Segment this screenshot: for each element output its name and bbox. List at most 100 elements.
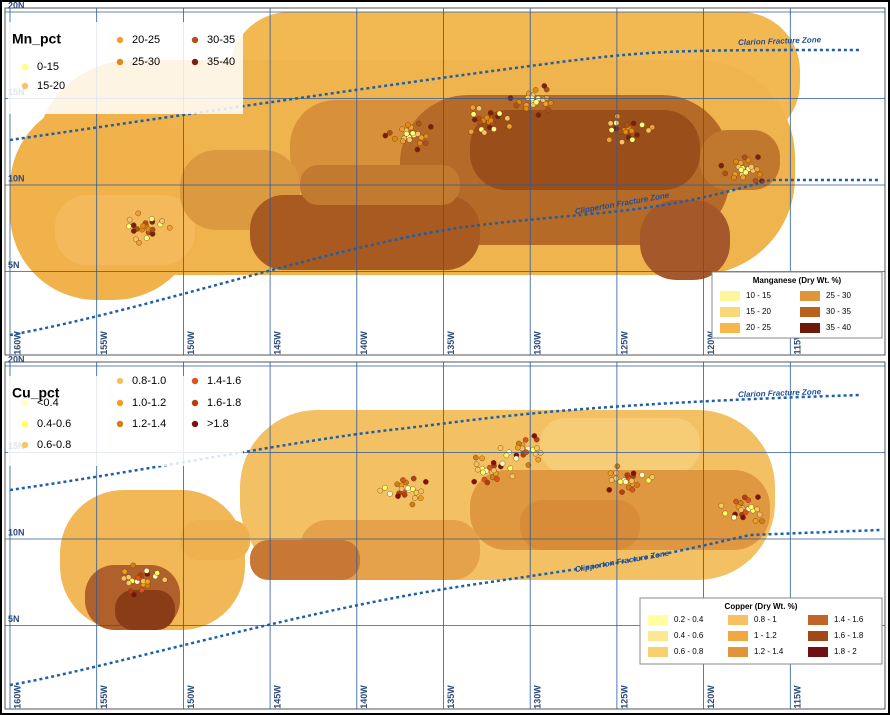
legend-marker: [21, 441, 29, 449]
sample-point: [649, 124, 656, 131]
sample-point: [487, 464, 493, 471]
sample-point: [487, 110, 494, 116]
sample-point: [622, 129, 629, 135]
sample-point: [140, 223, 146, 229]
legend-marker: [21, 82, 29, 90]
sample-point: [507, 465, 514, 472]
legend-label: 1.2-1.4: [132, 418, 166, 430]
lon-label: 140W: [359, 685, 369, 709]
sample-point: [624, 122, 631, 128]
sample-point: [422, 140, 429, 146]
sample-point: [533, 445, 540, 451]
sample-point: [399, 126, 405, 133]
legend-marker: [191, 399, 199, 407]
fracture-zone: [9, 48, 861, 142]
legend-title: Cu_pct: [12, 385, 60, 401]
sample-point: [148, 216, 155, 222]
sample-point: [733, 498, 739, 505]
sample-point: [503, 452, 510, 459]
sample-point: [741, 494, 748, 501]
sample-point: [417, 140, 423, 146]
legend-label: 1.8 - 2: [834, 647, 857, 656]
sample-point: [645, 127, 652, 134]
sample-point: [639, 472, 645, 478]
lon-label: 115W: [793, 685, 803, 709]
sample-point: [481, 129, 488, 136]
map-panel: 160W 155W 150W 145W 140W 135W 130W 125W 120W 115W…: [5, 354, 885, 709]
sample-point: [509, 473, 516, 480]
lat-label: 10N: [8, 173, 25, 183]
lon-label: 145W: [272, 685, 282, 709]
sample-point: [628, 128, 635, 134]
legend-label: 15 - 20: [746, 307, 771, 316]
deposit-area: [180, 520, 250, 560]
sample-point: [606, 137, 613, 143]
sample-point: [125, 580, 132, 586]
sample-point: [608, 127, 615, 133]
sample-point: [748, 164, 755, 170]
sample-point: [135, 210, 141, 217]
sample-point: [504, 115, 511, 122]
legend-box: [639, 597, 883, 665]
legend-swatch: [648, 647, 668, 657]
sample-point: [488, 117, 494, 124]
lon-label: 125W: [619, 331, 629, 355]
sample-point: [154, 570, 160, 576]
sample-point: [473, 454, 479, 461]
legend-label: 0.6-0.8: [37, 439, 71, 451]
sample-point: [395, 493, 401, 499]
sample-point: [130, 228, 137, 234]
legend-label: 0.2 - 0.4: [674, 615, 704, 624]
sample-point: [409, 501, 416, 508]
sample-point: [614, 113, 621, 120]
sample-point: [742, 509, 749, 516]
legend-marker: [191, 36, 199, 44]
sample-point: [400, 138, 406, 144]
legend-label: 1.0-1.2: [132, 397, 166, 409]
sample-point: [506, 123, 513, 130]
sample-point: [541, 83, 548, 89]
legend-marker: [116, 420, 124, 428]
legend-label: 35-40: [207, 56, 235, 68]
sample-point: [722, 510, 729, 517]
sample-point: [619, 489, 625, 495]
legend-swatch: [800, 291, 820, 301]
sample-point: [718, 162, 725, 169]
sample-point: [742, 169, 749, 176]
legend-swatch: [728, 631, 748, 641]
sample-point: [515, 444, 521, 451]
sample-point: [740, 514, 746, 521]
legend-title: Copper (Dry Wt. %): [725, 602, 798, 611]
sample-point: [121, 575, 127, 582]
legend-background: [8, 22, 243, 114]
legend-swatch: [648, 631, 668, 641]
sample-point: [614, 463, 621, 470]
sample-point: [377, 487, 384, 494]
lon-label: 120W: [706, 685, 716, 709]
sample-point: [382, 132, 389, 139]
sample-point: [755, 154, 761, 160]
legend-label: 10 - 15: [746, 291, 771, 300]
sample-point: [738, 507, 744, 513]
legend-label: 25 - 30: [826, 291, 851, 300]
lat-label: 20N: [8, 0, 25, 10]
sample-point: [415, 120, 422, 127]
legend-marker: [191, 377, 199, 385]
sample-point: [406, 137, 413, 143]
legend-label: 0.6 - 0.8: [674, 647, 704, 656]
legend-marker: [21, 63, 29, 71]
sample-point: [606, 487, 613, 493]
sample-point: [423, 479, 429, 485]
sample-point: [754, 506, 760, 513]
sample-point: [394, 481, 400, 488]
sample-point: [121, 568, 128, 575]
sample-point: [525, 462, 532, 468]
sample-point: [718, 502, 725, 509]
lon-label: 150W: [186, 331, 196, 355]
fracture-zone: [9, 528, 881, 687]
sample-point: [128, 588, 134, 595]
sample-point: [731, 174, 737, 181]
lon-label: 115W: [793, 331, 803, 355]
sample-point: [531, 433, 538, 439]
